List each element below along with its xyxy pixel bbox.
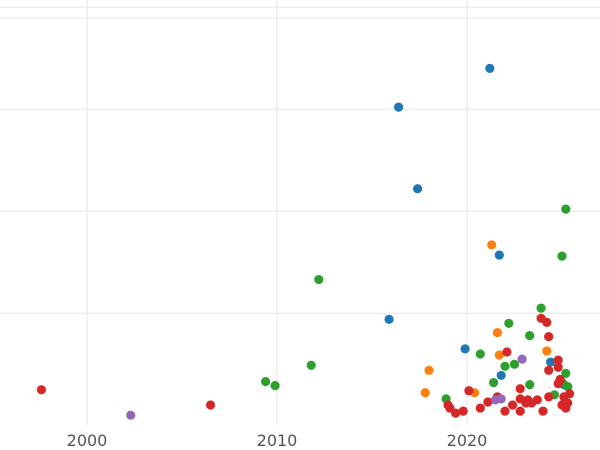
data-point-green-1 bbox=[314, 274, 324, 285]
x-tick-label-2020: 2020 bbox=[447, 431, 488, 450]
data-points bbox=[36, 63, 575, 420]
data-point-purple-0 bbox=[126, 410, 136, 420]
data-point-green-0 bbox=[561, 204, 571, 214]
data-point-red-7 bbox=[553, 362, 563, 372]
data-point-green-7 bbox=[261, 376, 271, 387]
data-point-orange-4 bbox=[494, 350, 504, 360]
data-point-red-32 bbox=[561, 403, 571, 413]
data-point-orange-1 bbox=[492, 327, 502, 338]
x-tick-label-2010: 2010 bbox=[257, 431, 298, 450]
data-point-blue-0 bbox=[394, 102, 404, 112]
data-point-red-25 bbox=[544, 392, 554, 402]
data-point-red-4 bbox=[544, 332, 554, 342]
data-point-green-9 bbox=[475, 349, 485, 359]
data-point-green-17 bbox=[563, 382, 573, 392]
data-point-red-14 bbox=[475, 403, 485, 413]
data-point-green-3 bbox=[536, 303, 546, 313]
data-point-red-20 bbox=[515, 406, 525, 416]
grid bbox=[0, 0, 600, 425]
data-point-red-24 bbox=[538, 406, 548, 416]
data-point-blue-4 bbox=[384, 314, 394, 324]
data-point-red-13 bbox=[458, 406, 468, 416]
data-point-red-10 bbox=[464, 386, 474, 396]
data-point-blue-3 bbox=[494, 250, 504, 260]
data-point-green-10 bbox=[500, 361, 510, 371]
data-point-green-8 bbox=[270, 381, 280, 391]
data-point-orange-5 bbox=[420, 388, 430, 398]
data-point-green-2 bbox=[557, 251, 567, 261]
data-point-red-23 bbox=[532, 395, 542, 405]
data-point-red-15 bbox=[483, 397, 493, 407]
data-point-blue-6 bbox=[546, 357, 556, 367]
data-point-red-31 bbox=[553, 378, 563, 389]
data-point-red-17 bbox=[500, 406, 510, 416]
data-point-red-9 bbox=[515, 384, 525, 394]
data-point-green-4 bbox=[504, 318, 514, 328]
data-point-red-1 bbox=[205, 400, 216, 410]
data-point-blue-1 bbox=[485, 63, 495, 73]
x-axis-ticks: 2000 2010 2020 bbox=[67, 431, 488, 450]
data-point-green-12 bbox=[489, 377, 499, 388]
data-point-red-0 bbox=[36, 385, 47, 395]
data-point-green-6 bbox=[306, 360, 316, 370]
data-point-green-16 bbox=[561, 368, 571, 378]
data-point-blue-2 bbox=[413, 184, 423, 194]
data-point-red-18 bbox=[507, 400, 518, 410]
x-tick-label-2000: 2000 bbox=[67, 431, 108, 450]
data-point-red-6 bbox=[553, 355, 563, 365]
data-point-blue-7 bbox=[496, 370, 506, 381]
data-point-red-29 bbox=[565, 389, 575, 399]
data-point-purple-3 bbox=[496, 394, 506, 404]
data-point-green-13 bbox=[525, 380, 535, 390]
data-point-orange-0 bbox=[487, 240, 497, 250]
data-point-orange-3 bbox=[424, 365, 434, 375]
data-point-purple-1 bbox=[517, 354, 527, 364]
data-point-blue-5 bbox=[460, 344, 470, 354]
data-point-red-5 bbox=[502, 347, 512, 357]
data-point-red-3 bbox=[542, 317, 552, 327]
data-point-green-5 bbox=[525, 331, 535, 341]
data-point-orange-2 bbox=[542, 346, 552, 356]
data-point-green-11 bbox=[509, 359, 520, 369]
data-point-red-33 bbox=[523, 395, 533, 405]
data-point-red-12 bbox=[451, 408, 461, 418]
data-point-red-8 bbox=[544, 365, 554, 375]
data-point-red-34 bbox=[443, 400, 453, 410]
